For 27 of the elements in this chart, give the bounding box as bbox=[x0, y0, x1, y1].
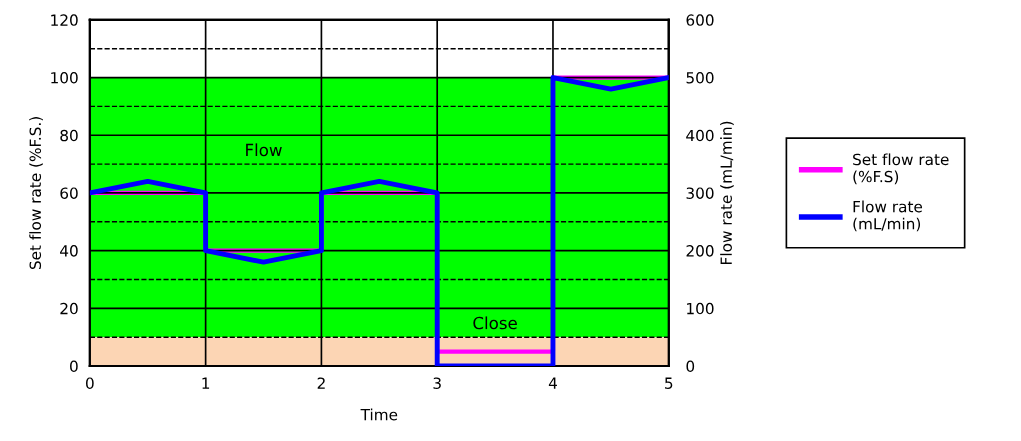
x-tick-label: 0 bbox=[86, 377, 94, 389]
y-tick-label: 20 bbox=[60, 302, 78, 315]
x-tick-label: 5 bbox=[665, 377, 673, 389]
y2-axis-title: Flow rate (mL/min) bbox=[720, 121, 734, 264]
x-tick-label: 2 bbox=[317, 377, 325, 389]
y2-tick-label: 0 bbox=[686, 360, 695, 373]
y2-tick-label: 600 bbox=[686, 14, 714, 26]
x-axis-title: Time bbox=[360, 408, 398, 421]
x-tick-label: 3 bbox=[433, 377, 441, 389]
y2-tick-label: 200 bbox=[686, 245, 714, 257]
y-tick-label: 0 bbox=[70, 360, 78, 373]
y2-tick-label: 300 bbox=[686, 187, 714, 199]
y-tick-label: 100 bbox=[51, 72, 78, 84]
legend-label: Set flow rate (%F.S) bbox=[853, 153, 949, 185]
y2-tick-label: 400 bbox=[686, 129, 714, 142]
y-tick-label: 120 bbox=[51, 14, 78, 26]
band-label: Close bbox=[473, 316, 517, 330]
y2-tick-label: 100 bbox=[687, 302, 714, 315]
y-axis-title: Set flow rate (%F.S.) bbox=[29, 117, 43, 270]
x-tick-label: 4 bbox=[548, 377, 557, 389]
y-tick-label: 40 bbox=[60, 245, 78, 257]
y-tick-label: 60 bbox=[60, 187, 78, 199]
y2-tick-label: 500 bbox=[686, 72, 714, 84]
legend-label: Flow rate (mL/min) bbox=[853, 200, 923, 232]
band-label: Flow bbox=[246, 143, 282, 157]
y-tick-label: 80 bbox=[60, 129, 78, 142]
x-tick-label: 1 bbox=[202, 377, 210, 389]
